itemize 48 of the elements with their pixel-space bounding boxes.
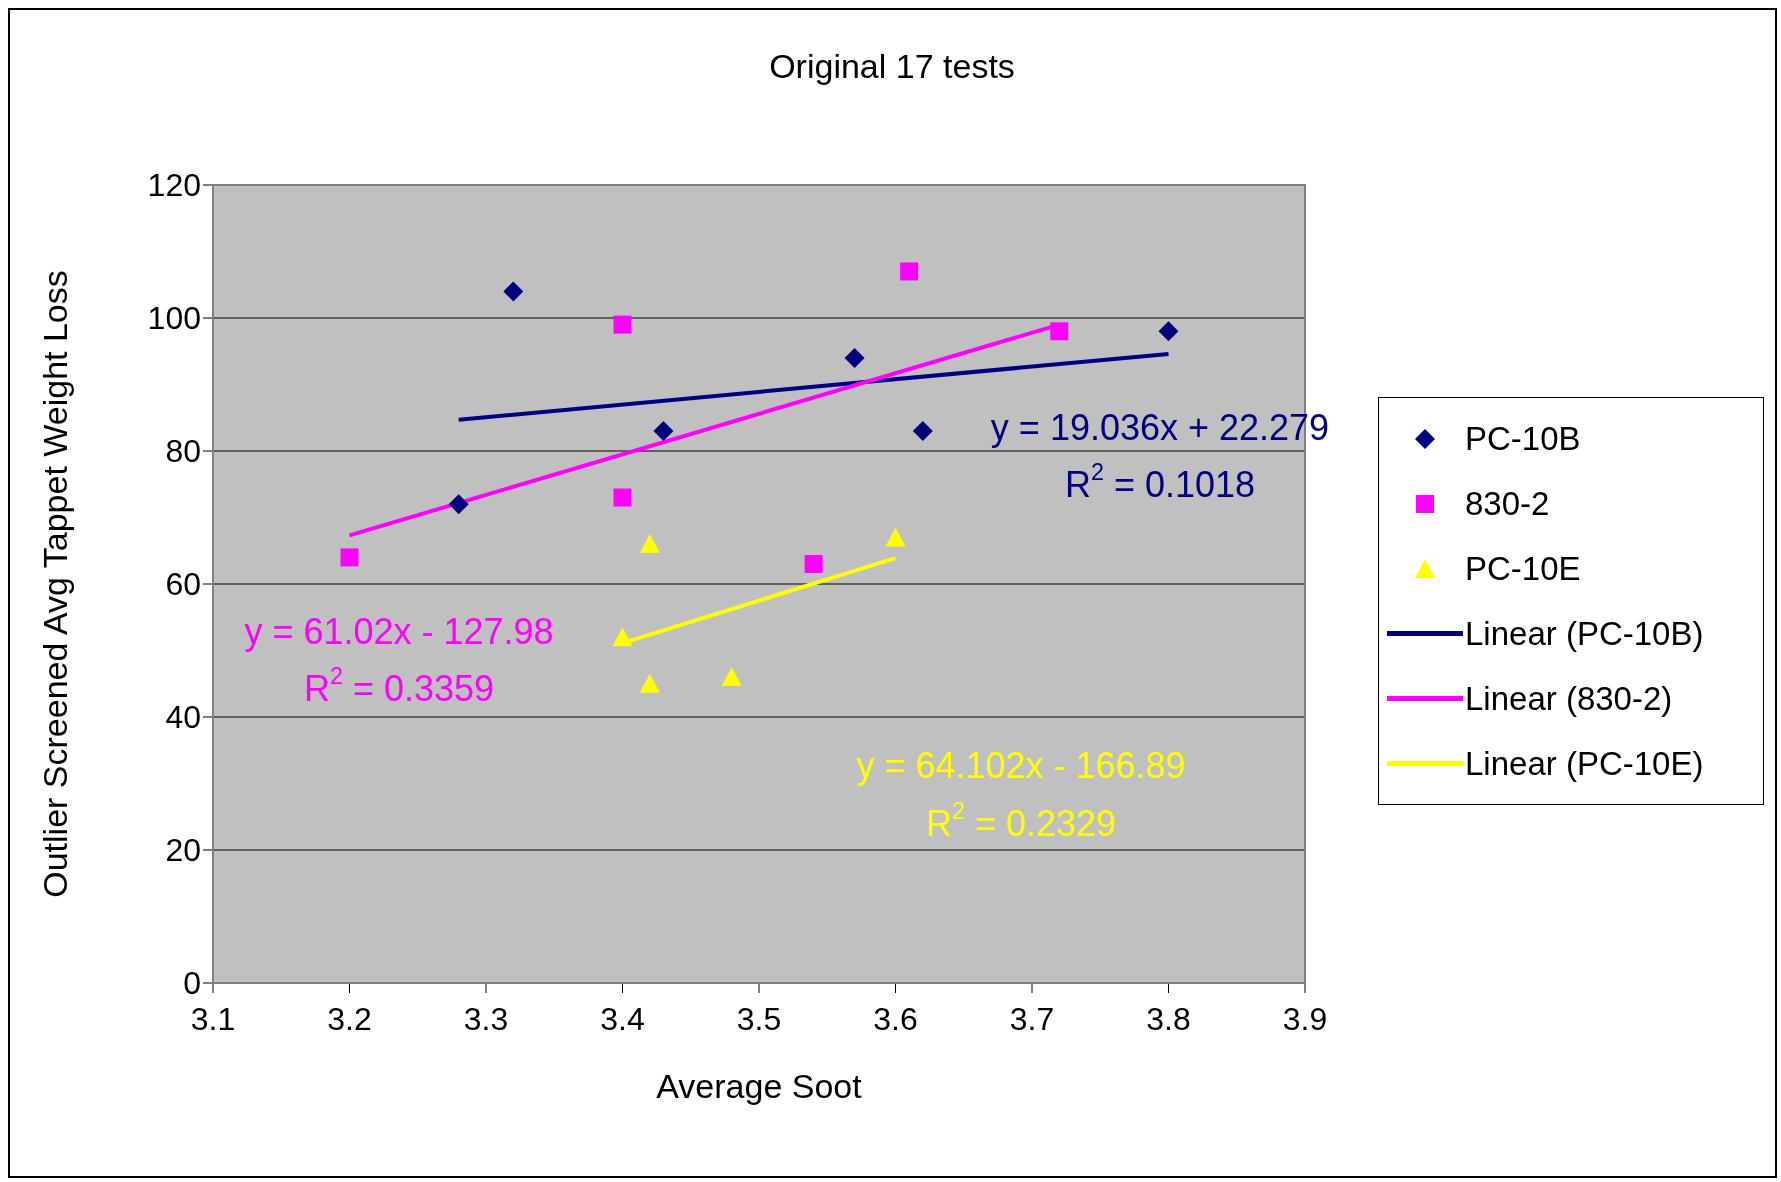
- legend-label: Linear (830-2): [1465, 679, 1673, 718]
- point: [340, 548, 359, 567]
- x-tick-label: 3.1: [190, 1000, 236, 1037]
- y-tick-label: 120: [147, 167, 201, 204]
- point: [1158, 321, 1179, 342]
- x-tick-label: 3.8: [1146, 1000, 1191, 1037]
- point: [503, 281, 524, 302]
- annotation: R$^{2}$ = 0.3359: [303, 663, 495, 709]
- legend-label: PC-10B: [1465, 419, 1581, 458]
- x-axis-title: Average Soot: [656, 1067, 863, 1105]
- legend-label: Linear (PC-10E): [1465, 744, 1704, 783]
- point: [1050, 322, 1069, 341]
- y-axis-title: Outlier Screened Avg Tappet Weight Loss: [36, 270, 75, 898]
- x-tick-label: 3.4: [600, 1000, 645, 1037]
- annotation: y = 64.102x - 166.89: [856, 744, 1186, 786]
- point: [613, 315, 632, 334]
- point: [612, 627, 633, 647]
- y-tick-label: 80: [165, 433, 201, 470]
- point: [639, 673, 660, 693]
- point: [613, 488, 632, 507]
- y-tick-label: 60: [165, 566, 201, 603]
- annotation: y = 61.02x - 127.98: [244, 610, 554, 652]
- point: [721, 667, 742, 687]
- point: [844, 347, 865, 368]
- x-tick-label: 3.6: [873, 1000, 918, 1037]
- legend-label: PC-10E: [1465, 549, 1581, 588]
- x-tick-label: 3.5: [736, 1000, 782, 1037]
- x-tick-label: 3.7: [1009, 1000, 1055, 1037]
- x-tick-label: 3.9: [1282, 1000, 1328, 1037]
- x-tick-label: 3.3: [463, 1000, 509, 1037]
- point: [639, 534, 660, 554]
- point: [653, 421, 674, 442]
- annotation: y = 19.036x + 22.279: [990, 406, 1330, 448]
- point: [912, 421, 933, 442]
- y-tick-label: 0: [183, 965, 201, 1002]
- legend-label: Linear (PC-10B): [1465, 614, 1704, 653]
- legend-label: 830-2: [1465, 484, 1550, 523]
- y-tick-label: 40: [165, 699, 201, 736]
- point: [885, 527, 906, 547]
- point: [900, 262, 919, 281]
- y-tick-label: 100: [147, 300, 201, 337]
- y-tick-label: 20: [165, 832, 201, 869]
- point: [448, 494, 469, 515]
- point: [804, 555, 823, 574]
- annotation: R$^{2}$ = 0.1018: [1064, 459, 1256, 505]
- x-tick-label: 3.2: [327, 1000, 372, 1037]
- annotation: R$^{2}$ = 0.2329: [925, 798, 1117, 844]
- chart-title: Original 17 tests: [769, 47, 1015, 85]
